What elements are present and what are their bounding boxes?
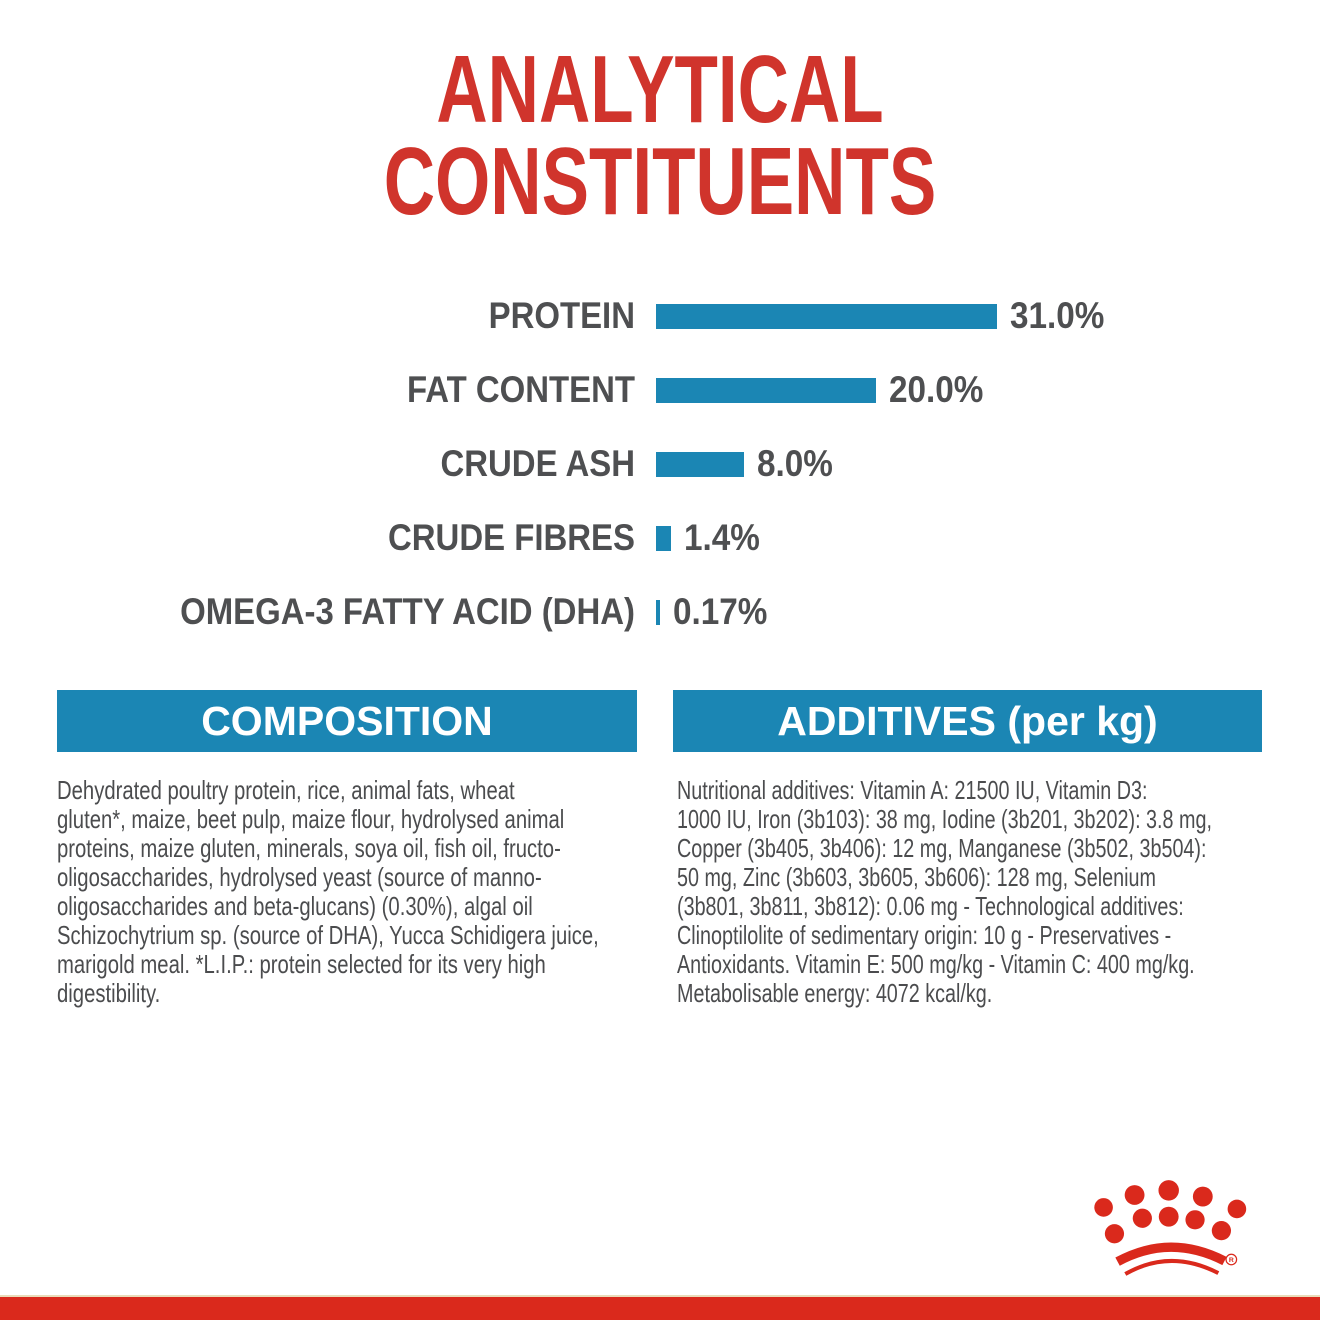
page-title-line-1: ANALYTICAL: [436, 36, 884, 143]
brand-logo: R: [1085, 1170, 1271, 1282]
bar: [656, 599, 660, 625]
registered-mark-text: R: [1229, 1257, 1234, 1264]
composition-text: Dehydrated poultry protein, rice, animal…: [57, 775, 599, 1008]
registered-mark-icon: [1225, 1253, 1238, 1266]
bar-value: 31.0%: [1010, 295, 1105, 336]
additives-header: ADDITIVES (per kg): [673, 690, 1262, 752]
bar-value: 20.0%: [889, 369, 984, 410]
chart-row: PROTEIN 31.0%: [0, 279, 1320, 353]
page-title-line-2: CONSTITUENTS: [383, 128, 937, 235]
additives-text: Nutritional additives: Vitamin A: 21500 …: [677, 775, 1212, 1008]
bar-label: CRUDE ASH: [440, 443, 635, 484]
bar: [656, 303, 997, 329]
composition-header: COMPOSITION: [57, 690, 637, 752]
bar-label: FAT CONTENT: [406, 369, 635, 410]
bar: [656, 525, 671, 551]
chart-row: OMEGA-3 FATTY ACID (DHA) 0.17%: [0, 575, 1320, 649]
bar-value: 8.0%: [757, 443, 833, 484]
bar-value: 0.17%: [673, 591, 768, 632]
bar-label: OMEGA-3 FATTY ACID (DHA): [180, 591, 635, 632]
bar-label: PROTEIN: [488, 295, 635, 336]
crown-icon: R: [1094, 1180, 1247, 1276]
bar: [656, 377, 876, 403]
chart-row: CRUDE FIBRES 1.4%: [0, 501, 1320, 575]
chart-row: FAT CONTENT 20.0%: [0, 353, 1320, 427]
bottom-brand-strip: [0, 1295, 1320, 1320]
bar-label: CRUDE FIBRES: [387, 517, 635, 558]
bar: [656, 451, 744, 477]
chart-row: CRUDE ASH 8.0%: [0, 427, 1320, 501]
bar-chart: PROTEIN 31.0% FAT CONTENT 20.0% CRUDE ASH 8.0…: [0, 279, 1320, 649]
bar-value: 1.4%: [684, 517, 760, 558]
page-title: ANALYTICAL CONSTITUENTS: [0, 36, 1320, 235]
